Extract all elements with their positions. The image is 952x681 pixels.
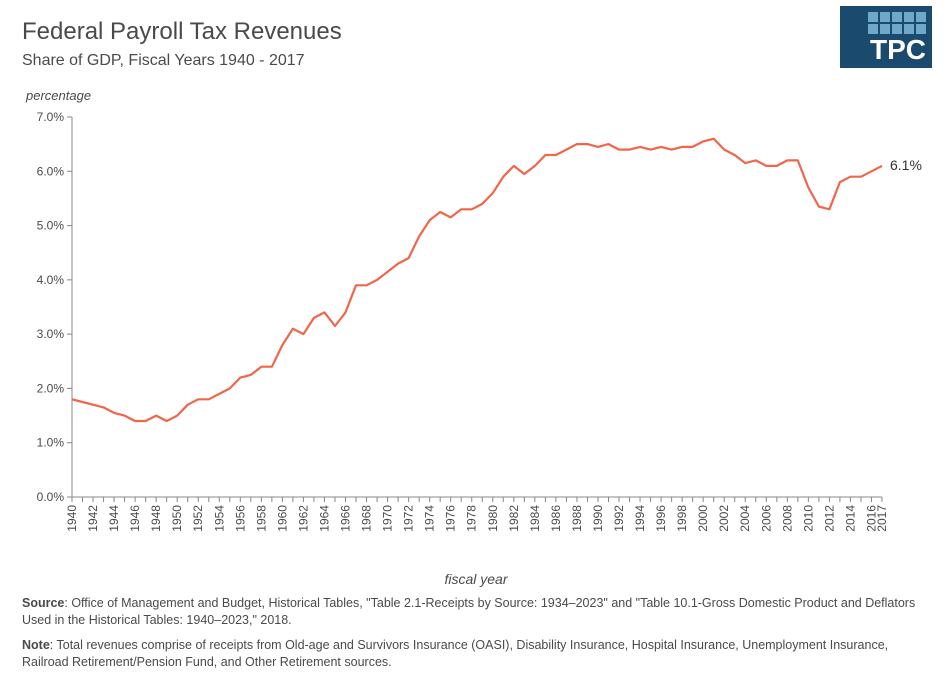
svg-text:1998: 1998 [675,505,689,532]
svg-text:1984: 1984 [528,505,542,532]
svg-text:0.0%: 0.0% [37,490,65,504]
svg-text:1992: 1992 [612,505,626,532]
svg-text:1982: 1982 [507,505,521,532]
svg-text:6.0%: 6.0% [37,164,65,178]
svg-text:1944: 1944 [107,505,121,532]
chart-subtitle: Share of GDP, Fiscal Years 1940 - 2017 [22,52,930,70]
svg-text:1980: 1980 [486,505,500,532]
svg-text:4.0%: 4.0% [37,273,65,287]
y-axis-unit-label: percentage [26,88,930,103]
x-axis-label: fiscal year [22,571,930,587]
svg-text:1996: 1996 [654,505,668,532]
tpc-logo: TPC [840,6,932,68]
logo-grid-icon [868,12,926,34]
svg-text:1994: 1994 [633,505,647,532]
svg-text:1974: 1974 [423,505,437,532]
svg-text:1970: 1970 [381,505,395,532]
svg-text:1988: 1988 [570,505,584,532]
svg-text:3.0%: 3.0% [37,327,65,341]
svg-text:2014: 2014 [843,505,857,532]
svg-text:1978: 1978 [465,505,479,532]
svg-text:1940: 1940 [65,505,79,532]
line-chart-svg: 0.0% 1.0% 2.0% 3.0% 4.0% 5.0% 6.0% 7.0% 1940 1942… [22,107,930,567]
svg-text:1972: 1972 [402,505,416,532]
note-text: : Total revenues comprise of receipts fr… [22,638,888,669]
source-label: Source [22,596,64,610]
svg-text:2017: 2017 [875,505,889,532]
footnote-source: Source: Office of Management and Budget,… [22,595,930,629]
source-text: : Office of Management and Budget, Histo… [22,596,915,627]
svg-text:2012: 2012 [822,505,836,532]
svg-text:7.0%: 7.0% [37,110,65,124]
svg-text:1954: 1954 [212,505,226,532]
svg-text:2.0%: 2.0% [37,381,65,395]
svg-text:1942: 1942 [86,505,100,532]
svg-text:1948: 1948 [149,505,163,532]
note-label: Note [22,638,50,652]
svg-text:1990: 1990 [591,505,605,532]
svg-text:2002: 2002 [717,505,731,532]
svg-text:1966: 1966 [339,505,353,532]
svg-text:2008: 2008 [780,505,794,532]
svg-text:6.1%: 6.1% [890,157,922,173]
svg-text:1950: 1950 [170,505,184,532]
svg-text:1952: 1952 [191,505,205,532]
svg-text:1964: 1964 [317,505,331,532]
svg-text:1956: 1956 [233,505,247,532]
svg-text:2004: 2004 [738,505,752,532]
svg-text:1986: 1986 [549,505,563,532]
svg-text:1.0%: 1.0% [37,436,65,450]
svg-text:1960: 1960 [275,505,289,532]
svg-text:2006: 2006 [759,505,773,532]
footnote-note: Note: Total revenues comprise of receipt… [22,637,930,671]
svg-text:1962: 1962 [296,505,310,532]
chart-title: Federal Payroll Tax Revenues [22,18,930,46]
svg-text:1958: 1958 [254,505,268,532]
svg-text:1968: 1968 [360,505,374,532]
svg-text:1976: 1976 [444,505,458,532]
svg-text:1946: 1946 [128,505,142,532]
logo-text: TPC [870,36,926,64]
svg-text:5.0%: 5.0% [37,219,65,233]
chart-area: 0.0% 1.0% 2.0% 3.0% 4.0% 5.0% 6.0% 7.0% 1940 1942… [22,107,930,567]
svg-text:2000: 2000 [696,505,710,532]
svg-text:2010: 2010 [801,505,815,532]
